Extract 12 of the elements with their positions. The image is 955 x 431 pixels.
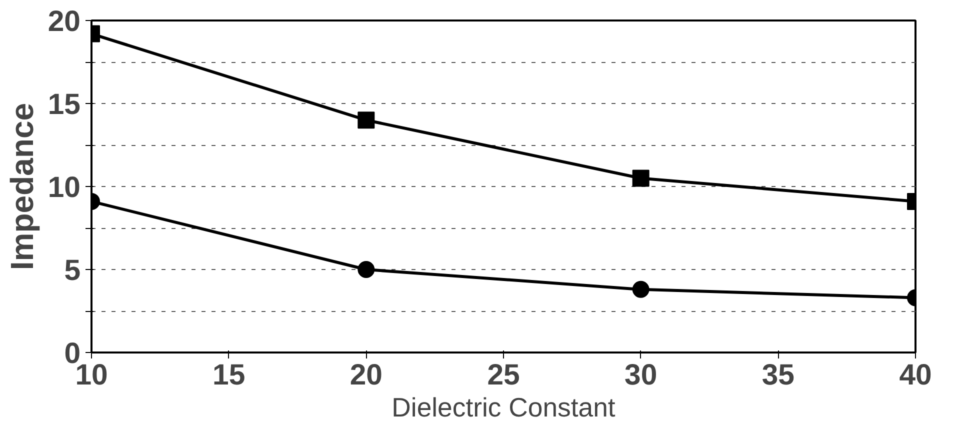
y-tick-label: 5 bbox=[64, 254, 80, 287]
y-tick-label: 15 bbox=[48, 88, 81, 121]
x-tick-label: 25 bbox=[487, 358, 520, 392]
y-tick-label: 20 bbox=[48, 5, 81, 38]
y-axis-title: Impedance bbox=[4, 102, 40, 270]
x-tick-label: 35 bbox=[762, 358, 794, 392]
x-axis-title: Dielectric Constant bbox=[392, 392, 616, 422]
y-tick-label: 10 bbox=[48, 171, 81, 204]
x-tick-label: 20 bbox=[350, 358, 382, 392]
x-tick-label: 15 bbox=[212, 358, 246, 392]
x-tick-label: 30 bbox=[624, 358, 658, 392]
x-tick-label: 40 bbox=[899, 358, 932, 392]
